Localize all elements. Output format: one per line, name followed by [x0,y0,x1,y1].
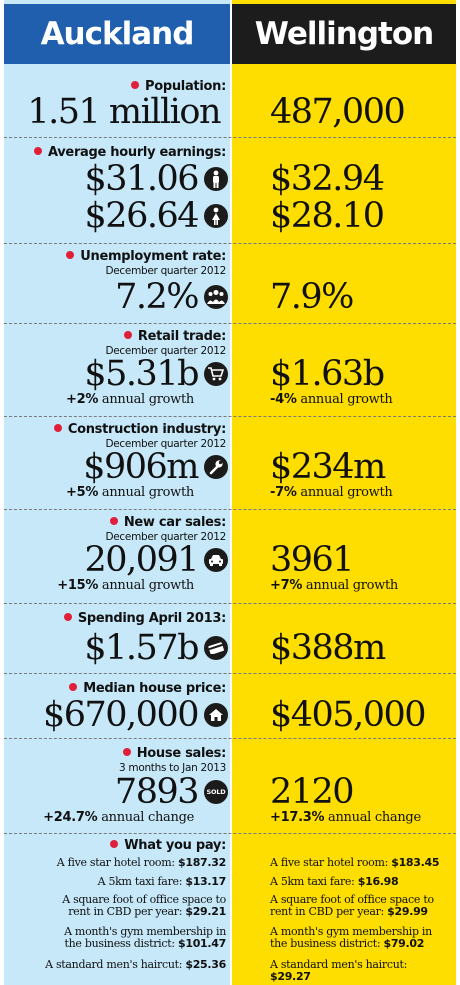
wellington-pay-taxi: A 5km taxi fare: $16.98 [270,875,399,888]
auckland-population: 1.51 million [27,92,221,132]
wellington-house-sales-change: +17.3% annual change [270,810,421,825]
wellington-construction: $234m [270,447,386,487]
section-divider [4,833,456,834]
bullet-dot [122,748,131,756]
car-icon [204,548,228,572]
female-icon [204,204,228,228]
wellington-unemployment: 7.9% [270,277,354,317]
auckland-pay-haircut: A standard men's haircut: $25.36 [45,958,226,971]
wellington-population: 487,000 [270,92,406,132]
wellington-pay-haircut: A standard men's haircut: $29.27 [270,958,408,983]
house-sales-sub: 3 months to Jan 2013 [118,762,226,774]
auckland-column [4,0,230,985]
section-divider [4,137,456,138]
section-divider [4,416,456,417]
auckland-construction: $906m [83,447,199,487]
auckland-unemployment: 7.2% [115,277,199,317]
auckland-construction-growth: +5% annual growth [65,485,194,500]
section-divider [4,738,456,739]
card-icon [204,636,228,660]
auckland-earnings-male: $31.06 [84,159,200,199]
auckland-house-price: $670,000 [42,695,200,735]
wellington-column [232,0,456,985]
auckland-house-sales: 7893 [114,772,200,812]
construction-label: Construction industry: [53,422,226,437]
bullet-dot [130,81,139,89]
construction-sub: December quarter 2012 [105,438,226,450]
section-divider [4,243,456,244]
wellington-pay-gym: A month's gym membership in the business… [270,925,432,950]
wellington-cars-growth: +7% annual growth [270,578,399,593]
auckland-earnings-female: $26.64 [84,196,200,236]
wellington-spending: $388m [270,628,386,668]
wellington-house-price: $405,000 [270,695,427,735]
bullet-dot [110,840,119,848]
section-divider [4,509,456,510]
auckland-pay-gym: A month's gym membership in the business… [64,925,226,950]
section-divider [4,323,456,324]
people-icon [204,285,228,309]
wrench-icon [204,455,228,479]
house-sales-label: House sales: [122,746,226,761]
cars-sub: December quarter 2012 [105,531,226,543]
wellington-earnings-female: $28.10 [270,196,385,236]
bullet-dot [69,683,78,691]
section-divider [4,603,456,604]
auckland-cars-growth: +15% annual growth [57,578,194,593]
cars-label: New car sales: [109,515,226,530]
wellington-retail-growth: -4% annual growth [270,392,393,407]
auckland-house-sales-change: +24.7% annual change [43,810,194,825]
spending-label: Spending April 2013: [63,611,226,626]
house-price-label: Median house price: [69,681,226,696]
population-label: Population: [130,79,226,94]
male-icon [204,167,228,191]
unemployment-label: Unemployment rate: [66,249,226,264]
auckland-cars: 20,091 [84,540,200,580]
pay-label: What you pay: [110,838,226,853]
auckland-spending: $1.57b [84,628,199,668]
bullet-dot [123,331,132,339]
auckland-retail-growth: +2% annual growth [65,392,194,407]
auckland-pay-taxi: A 5km taxi fare: $13.17 [97,875,227,888]
wellington-pay-office: A square foot of office space to rent in… [270,893,434,918]
bullet-dot [53,424,62,432]
auckland-pay-hotel: A five star hotel room: $187.32 [56,856,227,869]
bullet-dot [63,613,72,621]
cart-icon [204,362,228,386]
auckland-header: Auckland [4,4,230,64]
earnings-label: Average hourly earnings: [33,145,226,160]
house-icon [204,703,228,727]
bullet-dot [109,517,118,525]
wellington-header: Wellington [232,4,456,64]
bullet-dot [33,147,42,155]
auckland-retail: $5.31b [84,354,199,394]
wellington-construction-growth: -7% annual growth [270,485,393,500]
retail-sub: December quarter 2012 [105,345,226,357]
wellington-cars: 3961 [270,540,355,580]
sold-icon: SOLD [204,780,228,804]
unemployment-sub: December quarter 2012 [105,265,226,277]
auckland-pay-office: A square foot of office space to rent in… [62,893,226,918]
wellington-pay-hotel: A five star hotel room: $183.45 [270,856,440,869]
wellington-house-sales: 2120 [270,772,355,812]
section-divider [4,673,456,674]
retail-label: Retail trade: [123,329,226,344]
wellington-retail: $1.63b [270,354,385,394]
wellington-earnings-male: $32.94 [270,159,385,199]
bullet-dot [66,251,75,259]
